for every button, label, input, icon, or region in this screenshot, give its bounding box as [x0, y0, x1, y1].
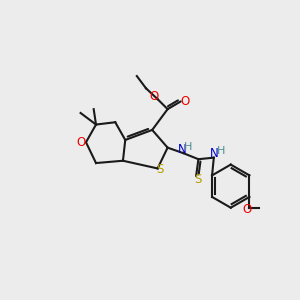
- Text: S: S: [195, 173, 202, 187]
- Text: H: H: [184, 142, 193, 152]
- Text: O: O: [242, 203, 252, 216]
- Text: O: O: [77, 136, 86, 149]
- Text: O: O: [149, 90, 158, 103]
- Text: S: S: [156, 163, 164, 176]
- Text: O: O: [180, 95, 189, 108]
- Text: N: N: [178, 143, 187, 156]
- Text: H: H: [217, 146, 225, 156]
- Text: N: N: [210, 146, 219, 160]
